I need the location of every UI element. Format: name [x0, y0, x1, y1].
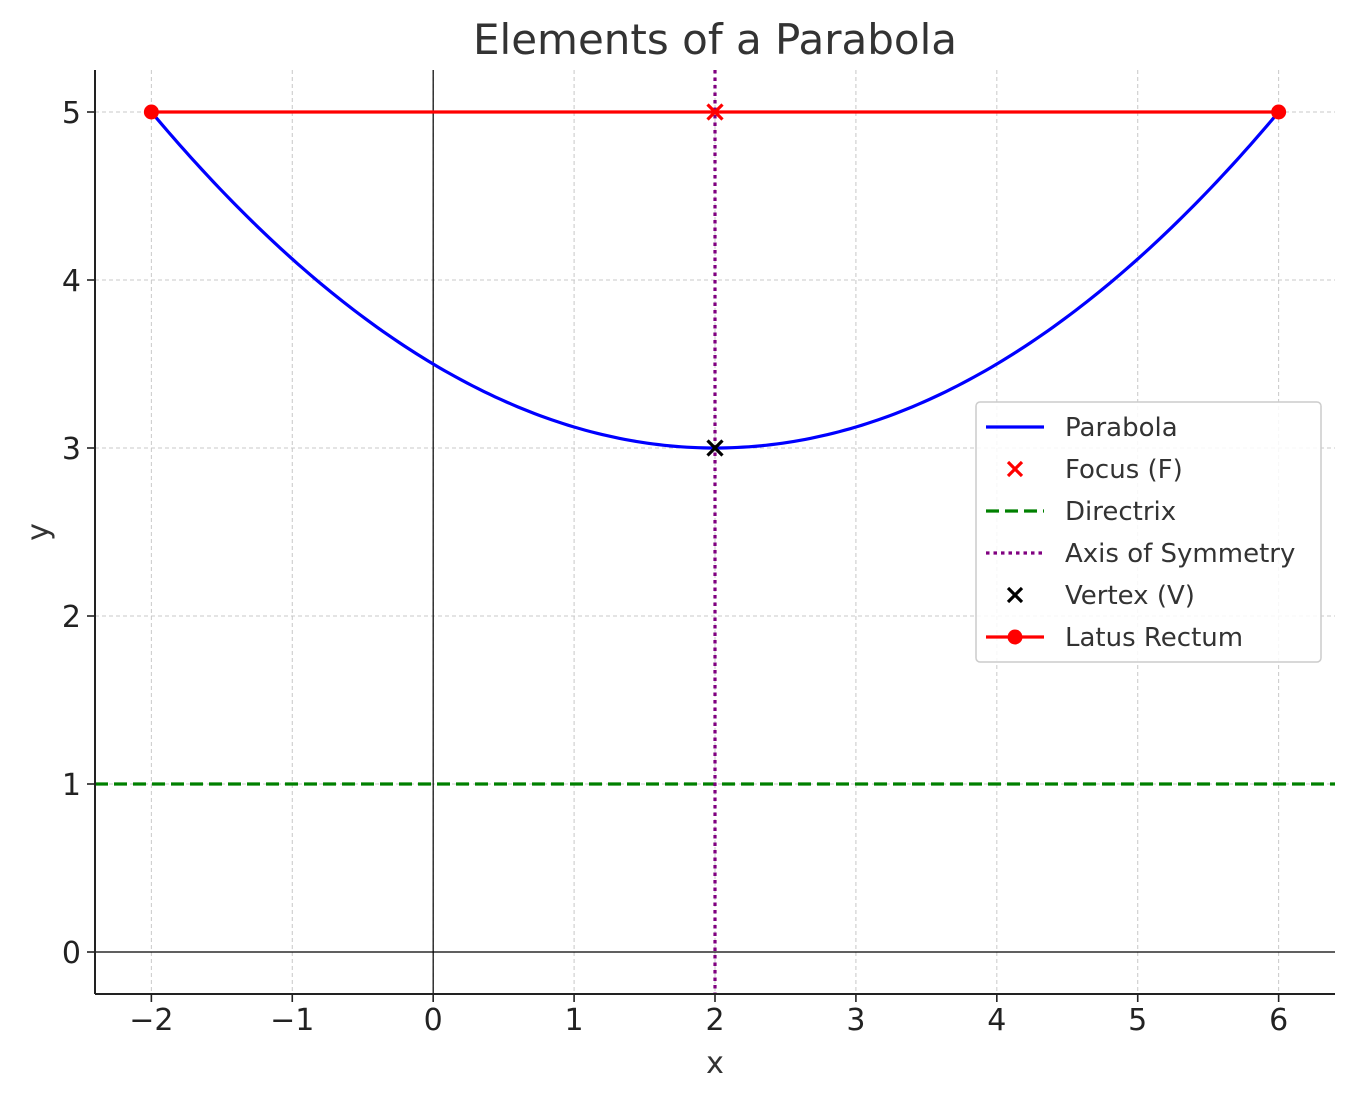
latus-rectum-endpoint-1: [1271, 104, 1287, 120]
ticks: −2 −1 0 1 2 3 4 5 6 0 1 2 3 4 5: [62, 96, 1288, 1038]
x-tick-label-2: 0: [424, 1003, 443, 1038]
legend: Parabola Focus (F) Directrix Axis of Symmet…: [975, 401, 1322, 663]
legend-item-4-swatch-stroke-b: [1006, 586, 1024, 604]
y-tick-label-3: 3: [62, 432, 81, 467]
x-tick-label-8: 6: [1269, 1003, 1288, 1038]
legend-item-0-label: Parabola: [1065, 413, 1178, 443]
series: [95, 70, 1335, 994]
legend-item-1-swatch: [1006, 460, 1024, 478]
y-tick-label-5: 5: [62, 96, 81, 131]
legend-item-4: Vertex (V): [1006, 581, 1195, 611]
y-tick-label-2: 2: [62, 600, 81, 635]
x-tick-label-5: 3: [846, 1003, 865, 1038]
legend-item-5-swatch-dot: [1007, 629, 1023, 645]
legend-item-1-label: Focus (F): [1065, 455, 1183, 485]
x-tick-label-3: 1: [565, 1003, 584, 1038]
latus-rectum-endpoint-0: [143, 104, 159, 120]
legend-item-2: Directrix: [986, 497, 1176, 527]
y-tick-label-4: 4: [62, 264, 81, 299]
reference-axes: [95, 70, 1335, 994]
x-tick-label-7: 5: [1128, 1003, 1147, 1038]
focus-marker: [706, 103, 724, 121]
legend-item-4-swatch: [1006, 586, 1024, 604]
x-tick-label-0: −2: [129, 1003, 173, 1038]
legend-item-1-swatch-stroke-b: [1006, 460, 1024, 478]
legend-item-3-label: Axis of Symmetry: [1065, 539, 1295, 569]
legend-item-2-label: Directrix: [1065, 497, 1176, 527]
legend-item-5-label: Latus Rectum: [1065, 623, 1243, 653]
legend-item-0: Parabola: [986, 413, 1178, 443]
y-axis-title: y: [21, 523, 56, 541]
y-tick-label-1: 1: [62, 768, 81, 803]
legend-box: [975, 401, 1322, 663]
vertex-marker: [706, 439, 724, 457]
y-tick-label-0: 0: [62, 936, 81, 971]
x-tick-label-4: 2: [705, 1003, 724, 1038]
x-tick-label-6: 4: [987, 1003, 1006, 1038]
x-axis-title: x: [706, 1046, 724, 1081]
legend-item-3: Axis of Symmetry: [986, 539, 1295, 569]
legend-item-4-label: Vertex (V): [1065, 581, 1195, 611]
chart-title: Elements of a Parabola: [473, 15, 957, 64]
x-tick-label-1: −1: [270, 1003, 314, 1038]
vertex-marker-stroke-b: [706, 439, 724, 457]
legend-item-1: Focus (F): [1006, 455, 1183, 485]
focus-marker-stroke-b: [706, 103, 724, 121]
legend-item-5: Latus Rectum: [986, 623, 1243, 653]
